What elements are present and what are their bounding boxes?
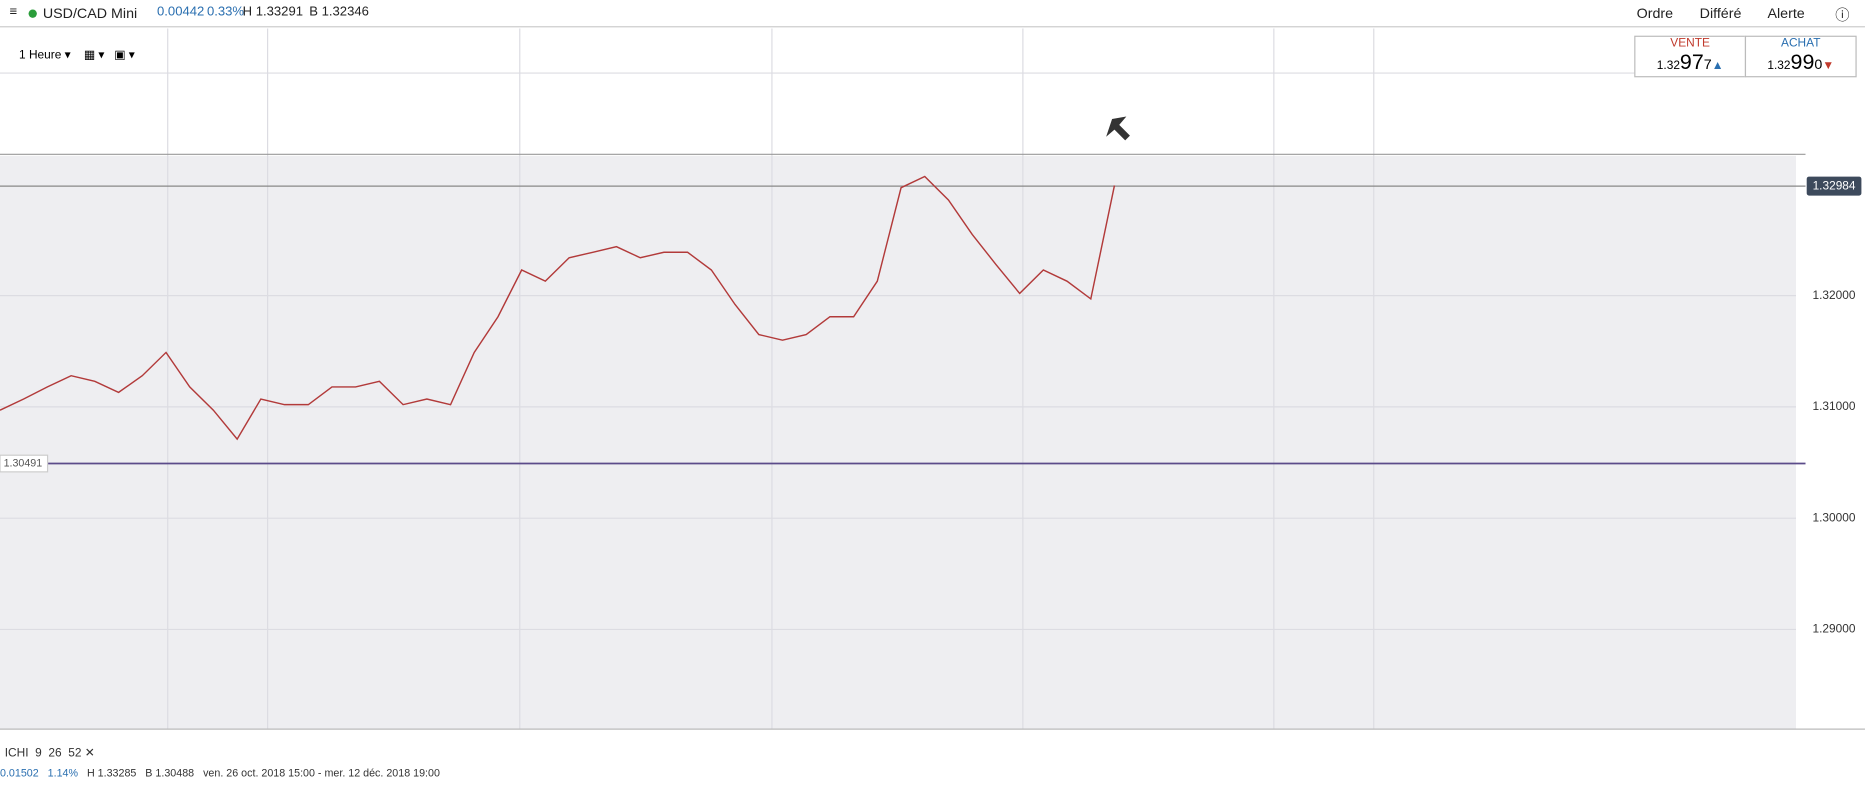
- time-grid: [167, 28, 1375, 730]
- sell-label: VENTE: [1670, 36, 1710, 50]
- high: H 1.33285: [86, 767, 137, 780]
- period: ven. 26 oct. 2018 15:00 - mer. 12 déc. 2…: [203, 767, 440, 780]
- buy-big: 99: [1790, 49, 1815, 74]
- level-label: 1.30491: [4, 457, 43, 469]
- change-pct: 0.33%: [206, 4, 245, 20]
- y-tick-label: 1.31000: [1813, 399, 1856, 413]
- menu-icon[interactable]: ≡: [9, 4, 18, 20]
- y-tick-label: 1.29000: [1813, 622, 1856, 636]
- sell-button[interactable]: VENTE 1.32977▲: [1634, 35, 1747, 78]
- range-pct: 1.14%: [47, 767, 79, 780]
- indicator-legend: ICHI 9 26 52 ✕: [4, 746, 95, 761]
- low: B 1.32346: [309, 4, 369, 20]
- header: ≡ USD/CAD Mini 0.00442 0.33% H 1.33291 B…: [0, 0, 1865, 28]
- change: 0.00442: [157, 4, 205, 20]
- y-tick-label: 1.32000: [1813, 288, 1856, 302]
- sell-pip: 7: [1703, 55, 1712, 73]
- sell-big: 97: [1679, 49, 1704, 74]
- menu-item[interactable]: Différé: [1699, 4, 1742, 22]
- sell-prefix: 1.32: [1656, 59, 1680, 73]
- info-icon[interactable]: ⓘ: [1835, 7, 1850, 24]
- price-line: [0, 175, 1116, 441]
- menu-item[interactable]: Alerte: [1767, 4, 1805, 22]
- interval: 1 Heure: [19, 48, 62, 62]
- param: 52: [68, 746, 82, 761]
- buy-prefix: 1.32: [1767, 59, 1791, 73]
- level-label: 1.32984: [1813, 178, 1856, 192]
- instrument[interactable]: USD/CAD Mini: [42, 4, 138, 22]
- param: 26: [48, 746, 62, 761]
- status-dot: [28, 9, 37, 18]
- low: B 1.30488: [145, 767, 195, 780]
- buy-button[interactable]: ACHAT 1.32990▼: [1744, 35, 1857, 78]
- arrow-annotation: [1106, 116, 1130, 141]
- interval-select[interactable]: 1 Heure ▾ ▦ ▾ ▣ ▾: [19, 48, 135, 62]
- buy-label: ACHAT: [1781, 36, 1821, 50]
- param: 9: [35, 746, 42, 761]
- high: H 1.33291: [242, 4, 304, 20]
- y-tick-label: 1.30000: [1813, 510, 1856, 524]
- range: 0.01502: [0, 767, 39, 780]
- buy-pip: 0: [1814, 55, 1823, 73]
- footer: 0.01502 1.14% H 1.33285 B 1.30488 ven. 2…: [0, 767, 440, 779]
- level-tag: [1806, 176, 1862, 196]
- indicator-name: ICHI: [4, 746, 29, 761]
- zone: [0, 155, 1796, 730]
- menu-item[interactable]: Ordre: [1636, 4, 1674, 22]
- level-tag: [0, 454, 49, 473]
